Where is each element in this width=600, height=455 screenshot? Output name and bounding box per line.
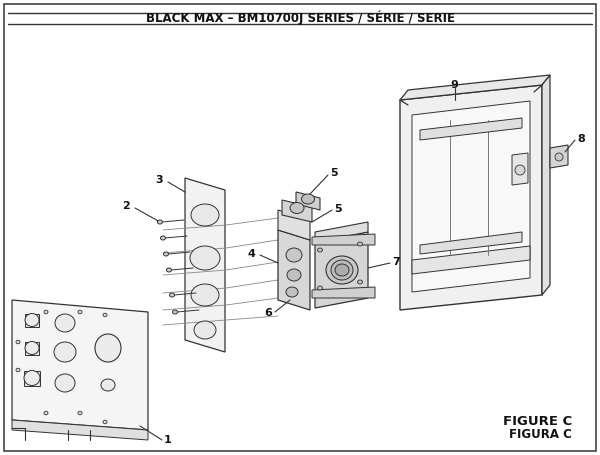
Ellipse shape: [190, 246, 220, 270]
Text: 9: 9: [450, 80, 458, 90]
Polygon shape: [550, 145, 568, 168]
Ellipse shape: [103, 313, 107, 317]
Ellipse shape: [24, 370, 40, 385]
Text: 8: 8: [577, 134, 585, 144]
Ellipse shape: [524, 92, 540, 106]
Ellipse shape: [317, 286, 323, 290]
Ellipse shape: [161, 236, 166, 240]
Ellipse shape: [286, 287, 298, 297]
Polygon shape: [312, 234, 375, 245]
Ellipse shape: [358, 280, 362, 284]
Polygon shape: [25, 313, 39, 327]
Ellipse shape: [302, 194, 314, 204]
Polygon shape: [315, 222, 368, 242]
Polygon shape: [412, 246, 530, 274]
Ellipse shape: [55, 374, 75, 392]
Text: 5: 5: [330, 168, 338, 178]
Ellipse shape: [54, 342, 76, 362]
Polygon shape: [312, 287, 375, 298]
Polygon shape: [420, 118, 522, 140]
Ellipse shape: [402, 103, 418, 117]
Ellipse shape: [524, 275, 540, 289]
Ellipse shape: [170, 293, 175, 297]
Polygon shape: [12, 300, 148, 430]
Ellipse shape: [103, 420, 107, 424]
Text: 6: 6: [264, 308, 272, 318]
Ellipse shape: [44, 310, 48, 314]
Text: 1: 1: [164, 435, 172, 445]
Ellipse shape: [290, 202, 304, 213]
Text: 5: 5: [334, 204, 341, 214]
Ellipse shape: [101, 379, 115, 391]
Ellipse shape: [287, 269, 301, 281]
Text: 2: 2: [122, 201, 130, 211]
Text: FIGURA C: FIGURA C: [509, 428, 572, 441]
Polygon shape: [278, 210, 310, 240]
Ellipse shape: [286, 248, 302, 262]
FancyBboxPatch shape: [4, 4, 596, 451]
Polygon shape: [315, 232, 368, 308]
Ellipse shape: [167, 268, 172, 272]
Polygon shape: [400, 85, 542, 310]
Ellipse shape: [191, 204, 219, 226]
Ellipse shape: [515, 165, 525, 175]
Ellipse shape: [555, 153, 563, 161]
Ellipse shape: [358, 242, 362, 246]
Ellipse shape: [331, 260, 353, 280]
Ellipse shape: [335, 264, 349, 276]
Ellipse shape: [78, 310, 82, 314]
Polygon shape: [512, 153, 528, 185]
Ellipse shape: [402, 281, 418, 295]
Ellipse shape: [55, 314, 75, 332]
Ellipse shape: [16, 368, 20, 372]
Ellipse shape: [326, 256, 358, 284]
Ellipse shape: [25, 342, 39, 354]
Polygon shape: [25, 342, 39, 354]
Text: FIGURE C: FIGURE C: [503, 415, 572, 428]
Ellipse shape: [44, 411, 48, 415]
Polygon shape: [12, 420, 148, 440]
Polygon shape: [185, 178, 225, 352]
Polygon shape: [282, 200, 312, 222]
Ellipse shape: [317, 248, 323, 252]
Text: 4: 4: [248, 249, 256, 259]
Polygon shape: [420, 232, 522, 254]
Ellipse shape: [194, 321, 216, 339]
Polygon shape: [542, 75, 550, 295]
Text: 7: 7: [392, 257, 400, 267]
Ellipse shape: [25, 313, 39, 327]
Polygon shape: [24, 370, 40, 385]
Ellipse shape: [78, 411, 82, 415]
Ellipse shape: [163, 252, 169, 256]
Polygon shape: [278, 230, 310, 310]
Ellipse shape: [95, 334, 121, 362]
Text: BLACK MAX – BM10700J SERIES / SÉRIE / SERIE: BLACK MAX – BM10700J SERIES / SÉRIE / SE…: [146, 11, 455, 25]
Ellipse shape: [191, 284, 219, 306]
Ellipse shape: [16, 340, 20, 344]
Polygon shape: [400, 75, 550, 100]
Ellipse shape: [173, 310, 178, 314]
Polygon shape: [412, 101, 530, 292]
Polygon shape: [296, 192, 320, 210]
Ellipse shape: [157, 220, 163, 224]
Text: 3: 3: [155, 175, 163, 185]
